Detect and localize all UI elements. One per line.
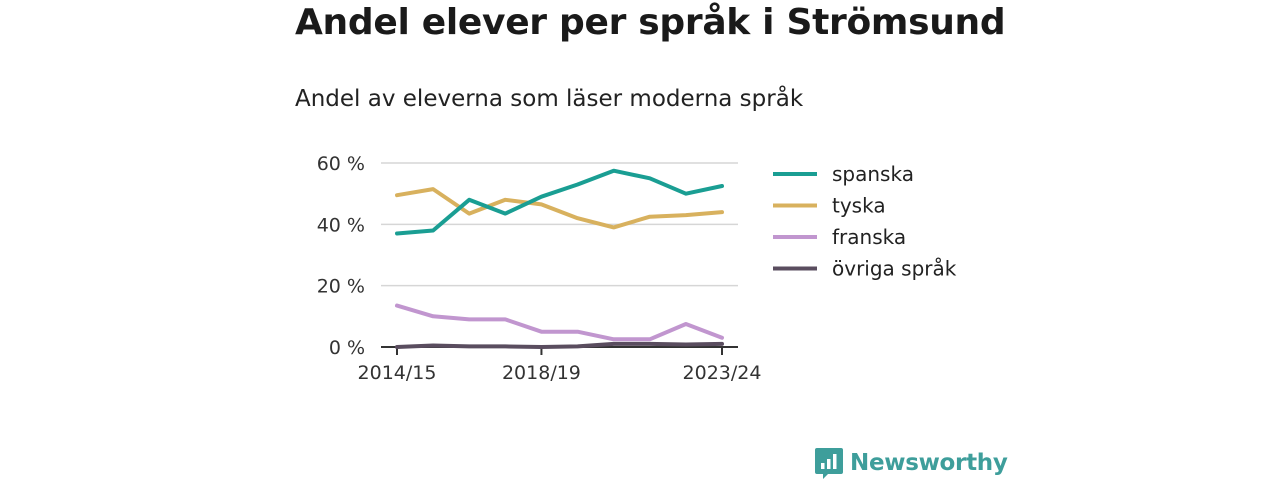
- chart-subtitle: Andel av eleverna som läser moderna språ…: [295, 86, 804, 112]
- y-axis-ticks: 0 % 20 % 40 % 60 %: [317, 153, 365, 359]
- brand-name: Newsworthy: [850, 450, 1008, 476]
- y-tick-label: 40 %: [317, 214, 365, 236]
- x-tick-label: 2014/15: [358, 362, 437, 384]
- y-tick-label: 60 %: [317, 153, 365, 175]
- series-line-spanska: [395, 168, 724, 236]
- legend-label: spanska: [832, 162, 914, 186]
- legend-label: franska: [832, 225, 906, 249]
- x-tick-label: 2023/24: [683, 362, 762, 384]
- series-line-tyska: [395, 187, 724, 230]
- x-tick-label: 2018/19: [502, 362, 581, 384]
- y-tick-label: 20 %: [317, 276, 365, 298]
- chart-title: Andel elever per språk i Strömsund: [295, 2, 1006, 43]
- legend-label: tyska: [832, 194, 886, 218]
- series-lines: [395, 168, 724, 349]
- newsworthy-logo-icon: [815, 448, 843, 479]
- gridlines: [381, 162, 738, 287]
- x-axis: 2014/15 2018/19 2023/24: [358, 346, 762, 384]
- legend: spanska tyska franska övriga språk: [773, 162, 957, 281]
- series-line-franska: [395, 303, 724, 342]
- legend-label: övriga språk: [832, 257, 957, 281]
- series-line-övriga-språk: [395, 341, 724, 349]
- newsworthy-brand: Newsworthy: [814, 446, 1008, 480]
- y-tick-label: 0 %: [329, 337, 365, 359]
